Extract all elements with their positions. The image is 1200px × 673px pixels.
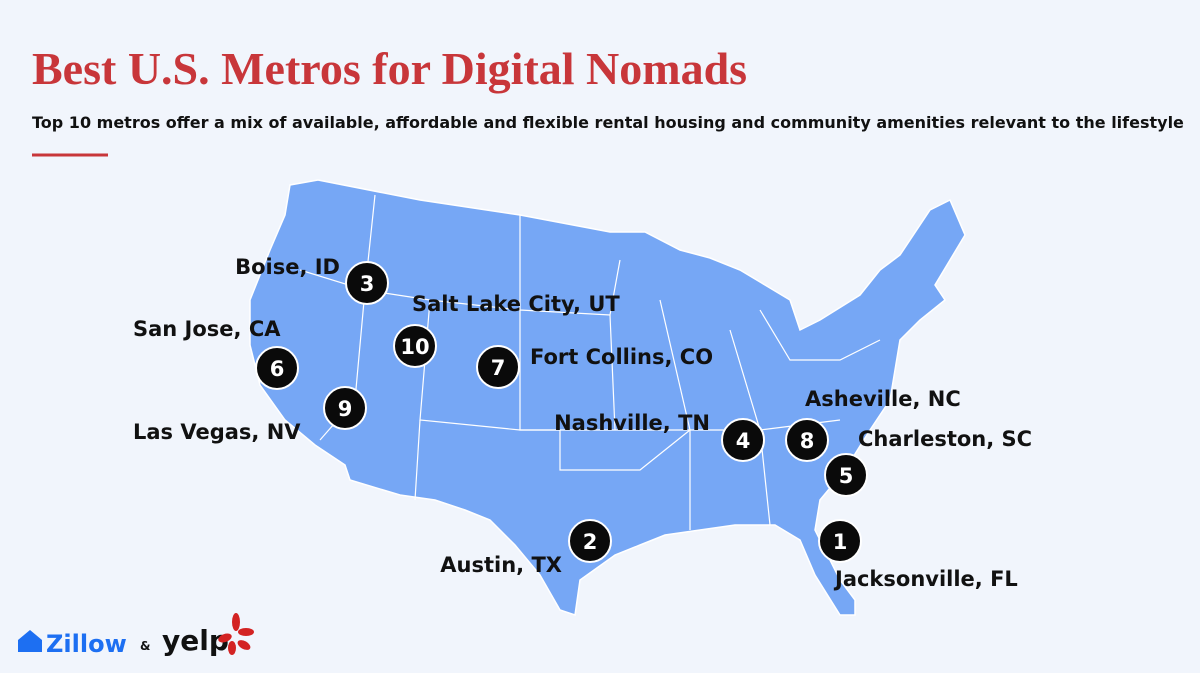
rank-marker: [568, 519, 612, 563]
rank-marker: [345, 261, 389, 305]
rank-number: 8: [800, 429, 815, 453]
metro-label: Asheville, NC: [805, 387, 961, 411]
yelp-burst: [218, 613, 254, 655]
metro-label: Fort Collins, CO: [530, 345, 713, 369]
logos: Zillow & yelp: [18, 613, 254, 658]
rank-number: 4: [736, 429, 751, 453]
metro-label: Boise, ID: [235, 255, 340, 279]
metro-label: Nashville, TN: [554, 411, 710, 435]
rank-marker: [255, 346, 299, 390]
rank-marker: [393, 324, 437, 368]
rank-number: 6: [270, 357, 285, 381]
rank-marker: [476, 345, 520, 389]
rank-number: 5: [839, 464, 854, 488]
rank-marker: [818, 519, 862, 563]
ampersand: &: [140, 639, 150, 653]
zillow-logo: Zillow: [46, 630, 127, 658]
zillow-icon: [18, 630, 42, 652]
rank-marker: [323, 386, 367, 430]
yelp-logo: yelp: [162, 624, 229, 657]
metro-label: Charleston, SC: [858, 427, 1032, 451]
us-map: [249, 179, 966, 616]
rank-marker: [721, 418, 765, 462]
rank-marker: [824, 453, 868, 497]
rank-marker: [785, 418, 829, 462]
rank-number: 10: [400, 335, 429, 359]
rank-number: 2: [583, 530, 598, 554]
rank-number: 1: [833, 530, 848, 554]
metro-label: Jacksonville, FL: [833, 567, 1018, 591]
rank-number: 3: [360, 272, 375, 296]
metro-label: Austin, TX: [440, 553, 562, 577]
title: Best U.S. Metros for Digital Nomads: [32, 43, 747, 94]
rank-number: 9: [338, 397, 353, 421]
subtitle: Top 10 metros offer a mix of available, …: [32, 113, 1184, 132]
metro-label: Las Vegas, NV: [133, 420, 301, 444]
rank-number: 7: [491, 356, 506, 380]
metro-label: San Jose, CA: [133, 317, 281, 341]
metro-label: Salt Lake City, UT: [412, 292, 620, 316]
